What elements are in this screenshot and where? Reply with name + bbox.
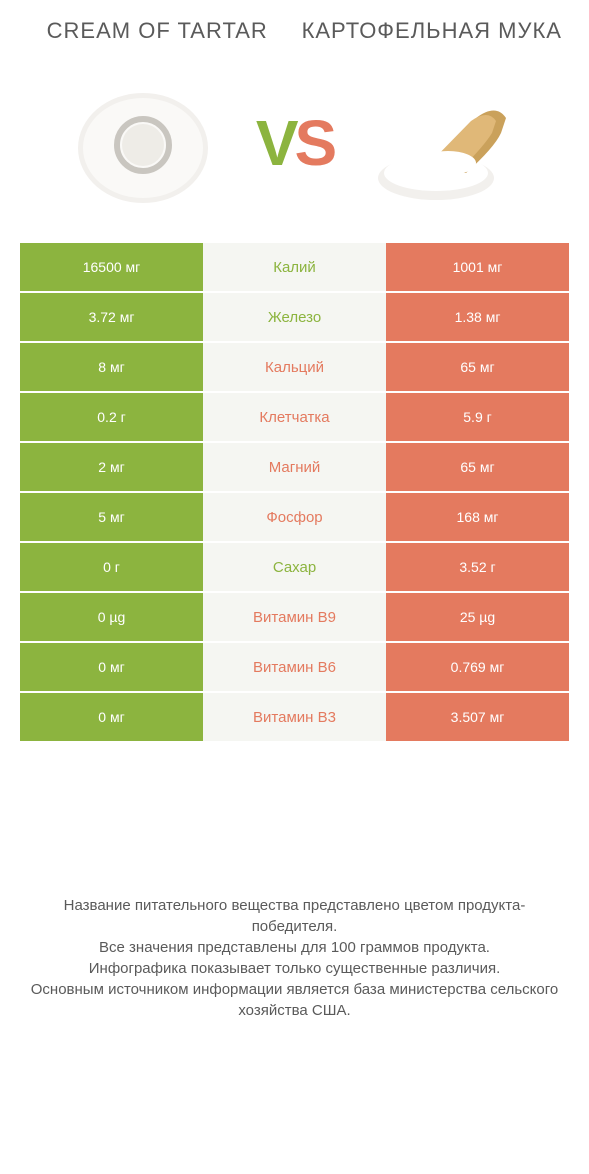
- right-value: 5.9 г: [386, 393, 569, 441]
- left-value: 2 мг: [20, 443, 203, 491]
- footer-line-1: Название питательного вещества представл…: [30, 895, 559, 937]
- left-value: 0 мг: [20, 643, 203, 691]
- left-title: CREAM OF TARTAR: [47, 18, 268, 43]
- left-value: 3.72 мг: [20, 293, 203, 341]
- table-row: 3.72 мгЖелезо1.38 мг: [20, 293, 569, 341]
- right-value: 1001 мг: [386, 243, 569, 291]
- vs-s: S: [295, 106, 334, 180]
- vs-v: V: [256, 106, 295, 180]
- nutrient-name: Сахар: [203, 543, 386, 591]
- right-title: КАРТОФЕЛЬНАЯ МУКА: [302, 18, 562, 43]
- right-product-icon: [333, 63, 559, 223]
- nutrient-name: Клетчатка: [203, 393, 386, 441]
- table-row: 0.2 гКлетчатка5.9 г: [20, 393, 569, 441]
- nutrient-name: Витамин B9: [203, 593, 386, 641]
- left-value: 0 µg: [20, 593, 203, 641]
- right-value: 25 µg: [386, 593, 569, 641]
- right-value: 65 мг: [386, 443, 569, 491]
- table-row: 0 гСахар3.52 г: [20, 543, 569, 591]
- left-value: 8 мг: [20, 343, 203, 391]
- nutrient-table: 16500 мгКалий1001 мг3.72 мгЖелезо1.38 мг…: [0, 243, 589, 741]
- nutrient-name: Железо: [203, 293, 386, 341]
- table-row: 5 мгФосфор168 мг: [20, 493, 569, 541]
- right-value: 65 мг: [386, 343, 569, 391]
- table-row: 0 µgВитамин B925 µg: [20, 593, 569, 641]
- left-value: 16500 мг: [20, 243, 203, 291]
- left-value: 0 мг: [20, 693, 203, 741]
- nutrient-name: Витамин B3: [203, 693, 386, 741]
- table-row: 16500 мгКалий1001 мг: [20, 243, 569, 291]
- nutrient-name: Магний: [203, 443, 386, 491]
- right-value: 1.38 мг: [386, 293, 569, 341]
- table-row: 8 мгКальций65 мг: [20, 343, 569, 391]
- nutrient-name: Витамин B6: [203, 643, 386, 691]
- left-value: 5 мг: [20, 493, 203, 541]
- product-row: VS: [0, 53, 589, 243]
- nutrient-name: Калий: [203, 243, 386, 291]
- header-left: CREAM OF TARTAR: [20, 18, 295, 43]
- header: CREAM OF TARTAR КАРТОФЕЛЬНАЯ МУКА: [0, 0, 589, 53]
- header-right: КАРТОФЕЛЬНАЯ МУКА: [295, 18, 570, 43]
- right-value: 168 мг: [386, 493, 569, 541]
- left-value: 0 г: [20, 543, 203, 591]
- nutrient-name: Кальций: [203, 343, 386, 391]
- table-row: 0 мгВитамин B60.769 мг: [20, 643, 569, 691]
- vs-label: VS: [256, 106, 333, 180]
- left-product-icon: [30, 63, 256, 223]
- footer-line-4: Основным источником информации является …: [30, 979, 559, 1021]
- right-value: 3.52 г: [386, 543, 569, 591]
- footer: Название питательного вещества представл…: [0, 741, 589, 1174]
- footer-line-2: Все значения представлены для 100 граммо…: [99, 937, 490, 958]
- left-value: 0.2 г: [20, 393, 203, 441]
- right-value: 0.769 мг: [386, 643, 569, 691]
- right-value: 3.507 мг: [386, 693, 569, 741]
- table-row: 0 мгВитамин B33.507 мг: [20, 693, 569, 741]
- nutrient-name: Фосфор: [203, 493, 386, 541]
- footer-line-3: Инфографика показывает только существенн…: [89, 958, 501, 979]
- table-row: 2 мгМагний65 мг: [20, 443, 569, 491]
